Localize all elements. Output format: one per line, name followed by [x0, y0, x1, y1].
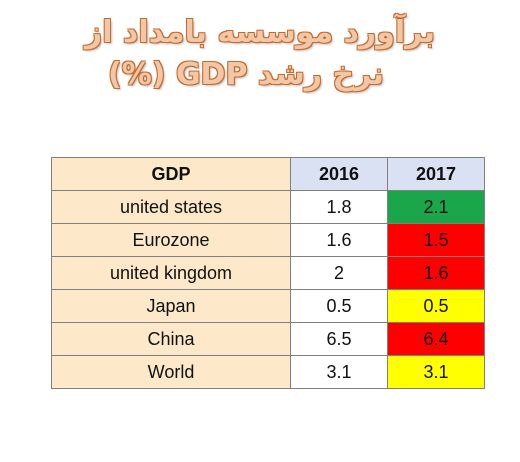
value-2016: 6.5 [290, 322, 388, 356]
value-2017: 1.5 [387, 223, 485, 257]
header-2016: 2016 [290, 157, 388, 191]
table-row: united states 1.8 2.1 [51, 190, 485, 224]
gdp-table: GDP 2016 2017 united states 1.8 2.1 Euro… [51, 157, 485, 389]
table-row: World 3.1 3.1 [51, 355, 485, 389]
table-row: united kingdom 2 1.6 [51, 256, 485, 290]
row-label: united kingdom [51, 256, 291, 290]
row-label: China [51, 322, 291, 356]
value-2017: 6.4 [387, 322, 485, 356]
header-gdp: GDP [51, 157, 291, 191]
table-row: China 6.5 6.4 [51, 322, 485, 356]
header-2017: 2017 [387, 157, 485, 191]
table-row: Japan 0.5 0.5 [51, 289, 485, 323]
table-row: Eurozone 1.6 1.5 [51, 223, 485, 257]
value-2017: 2.1 [387, 190, 485, 224]
value-2017: 0.5 [387, 289, 485, 323]
row-label: World [51, 355, 291, 389]
value-2016: 3.1 [290, 355, 388, 389]
title-line-2: نرخ رشد GDP (%) [108, 57, 384, 92]
value-2017: 1.6 [387, 256, 485, 290]
table-header-row: GDP 2016 2017 [51, 157, 485, 191]
value-2016: 2 [290, 256, 388, 290]
title-line-1: برآورد موسسه بامداد از [84, 15, 436, 50]
value-2016: 1.8 [290, 190, 388, 224]
value-2016: 0.5 [290, 289, 388, 323]
page-title: برآورد موسسه بامداد از نرخ رشد GDP (%) [0, 12, 520, 96]
value-2016: 1.6 [290, 223, 388, 257]
row-label: united states [51, 190, 291, 224]
row-label: Japan [51, 289, 291, 323]
value-2017: 3.1 [387, 355, 485, 389]
row-label: Eurozone [51, 223, 291, 257]
